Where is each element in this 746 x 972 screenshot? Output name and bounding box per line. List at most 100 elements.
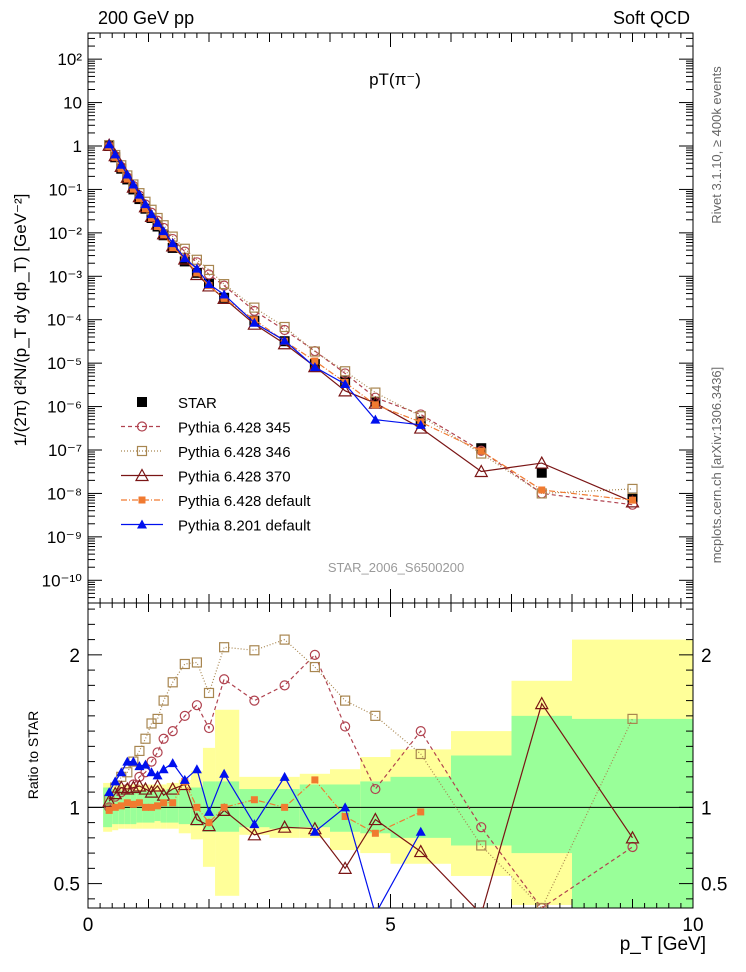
ratio-point <box>169 799 177 807</box>
green-band-segment <box>451 755 512 846</box>
ratio-point <box>534 696 549 710</box>
data-point <box>629 496 636 504</box>
ratio-point <box>191 657 202 668</box>
ratio-point <box>247 827 262 841</box>
ratio-point <box>132 778 147 792</box>
legend-marker <box>138 496 146 504</box>
y-tick-label: 10⁻¹ <box>48 180 82 199</box>
ratio-point <box>415 826 426 836</box>
data-point <box>152 217 163 227</box>
data-point <box>193 269 201 277</box>
data-point <box>371 401 379 409</box>
header-right: Soft QCD <box>613 8 690 28</box>
ratio-point <box>114 780 129 794</box>
legend-item: STAR <box>137 395 217 412</box>
data-point <box>140 199 151 209</box>
data-point <box>627 483 638 495</box>
y-tick-label: 10⁻⁹ <box>47 528 82 547</box>
ratio-point <box>480 906 482 908</box>
ratio-point <box>110 776 121 786</box>
green-band-segment <box>136 790 143 823</box>
ratio-point <box>179 658 190 670</box>
ratio-point <box>370 710 381 721</box>
ratio-point <box>120 781 135 795</box>
y-tick-label: 10⁻² <box>48 224 82 243</box>
data-point <box>311 357 319 365</box>
legend-label: Pythia 8.201 default <box>178 518 311 535</box>
legend-marker <box>134 468 150 482</box>
ratio-point <box>140 759 151 769</box>
ratio-point <box>135 799 143 807</box>
ratio-point <box>250 796 258 804</box>
ratio-point <box>148 803 156 811</box>
ratio-series-pythia-8-201-default <box>104 756 426 908</box>
analysis-watermark: STAR_2006_S6500200 <box>328 560 464 575</box>
data-point <box>191 263 202 273</box>
ratio-point <box>340 721 351 732</box>
legend-marker <box>137 519 147 529</box>
data-point <box>370 414 381 424</box>
y-tick-label: 10⁻¹⁰ <box>42 571 83 590</box>
y-tick-label: 2 <box>69 646 80 667</box>
data-point <box>110 149 121 159</box>
y-tick-label: 10² <box>57 50 82 69</box>
ratio-point <box>338 861 353 874</box>
ratio-point <box>415 725 426 737</box>
y-tick-label: 0.5 <box>54 875 80 896</box>
ratio-point <box>165 781 180 795</box>
y-tick-label: 10⁻⁷ <box>48 441 82 460</box>
data-point <box>249 317 260 327</box>
ratio-point <box>152 770 163 780</box>
y-tick-label: 1 <box>73 137 82 156</box>
x-axis-label: p_T [GeV] <box>620 934 706 955</box>
ratio-point <box>134 745 145 757</box>
ratio-point <box>128 756 139 766</box>
ratio-point <box>146 767 157 777</box>
data-point <box>538 486 546 494</box>
ratio-point <box>205 819 213 827</box>
ratio-point <box>152 713 163 725</box>
data-point <box>340 366 351 377</box>
green-band-segment <box>511 715 572 854</box>
ratio-point <box>340 695 351 706</box>
data-point <box>179 253 190 263</box>
ratio-point <box>167 677 178 688</box>
data-point <box>307 359 322 373</box>
ratio-point <box>146 756 157 767</box>
series-line <box>108 143 421 426</box>
series-line <box>108 144 633 495</box>
data-point <box>309 362 320 372</box>
data-point <box>129 185 137 193</box>
data-point <box>116 159 127 169</box>
ratio-point <box>341 813 349 820</box>
legend-marker <box>137 397 147 407</box>
data-point <box>167 238 178 248</box>
ratio-point <box>111 803 119 811</box>
header-left: 200 GeV pp <box>98 8 194 28</box>
ratio-point <box>102 793 117 807</box>
y-tick-label: 1 <box>69 798 80 819</box>
ratio-point <box>279 771 290 781</box>
ratio-point <box>309 826 320 836</box>
ratio-point <box>158 733 169 744</box>
ratio-point <box>220 803 228 811</box>
data-point <box>340 379 351 389</box>
legend-marker <box>136 421 148 432</box>
ratio-point <box>279 634 290 645</box>
ratio-point <box>281 803 289 811</box>
main-plot-axes: 10⁻¹⁰ 10⁻⁹ 10⁻⁸ 10⁻⁷ 10⁻⁶ 10⁻⁵ 10⁻⁴ 10⁻³ 10⁻² 10⁻… <box>42 32 694 604</box>
legend-label: Pythia 6.428 370 <box>178 469 291 486</box>
ratio-point <box>152 747 163 758</box>
x-tick-label: 5 <box>385 915 396 936</box>
y-tick-label: 1 <box>701 798 712 819</box>
ratio-point <box>203 722 215 734</box>
ratio-plot-series <box>102 634 640 908</box>
series-pythia-8-201-default <box>104 139 426 429</box>
data-point <box>279 321 290 333</box>
ratio-point <box>219 642 230 653</box>
ratio-point <box>371 829 379 837</box>
y-tick-label: 10⁻⁴ <box>47 311 82 330</box>
ratio-point <box>193 803 201 811</box>
y-tick-label: 10⁻⁸ <box>47 484 82 503</box>
